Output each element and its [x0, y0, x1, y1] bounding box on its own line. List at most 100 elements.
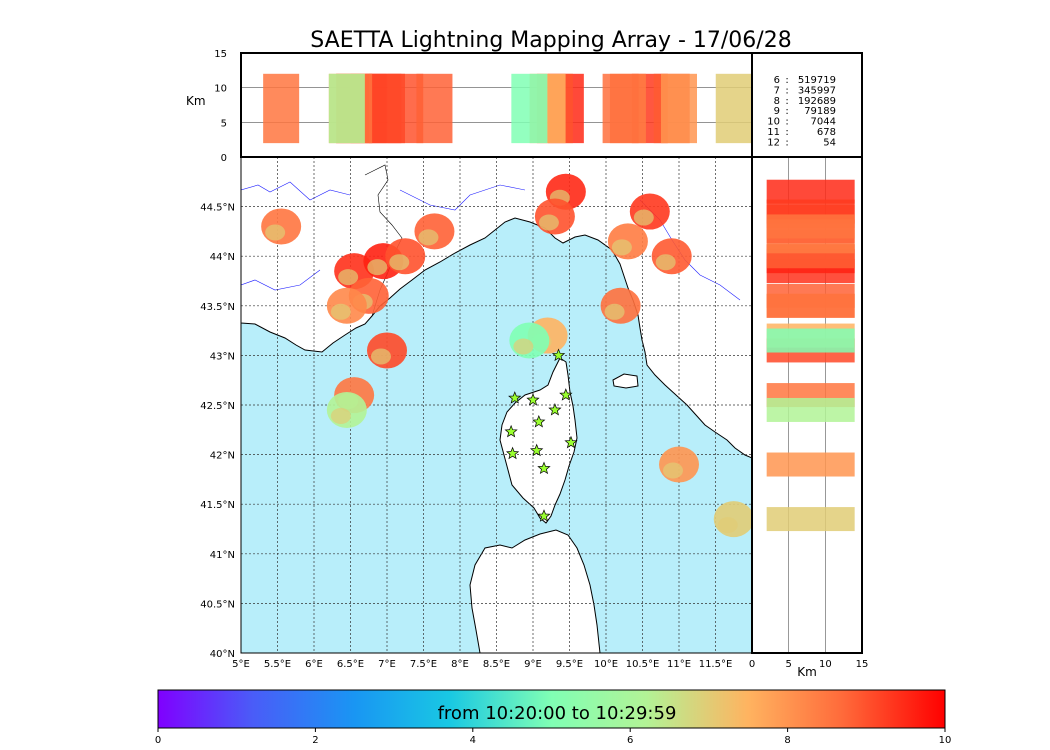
lat-tick-label: 44.5°N	[200, 203, 235, 214]
lightning-cluster-edge	[330, 407, 351, 424]
station-count-n: 9	[774, 106, 780, 117]
station-count-sep: :	[785, 106, 788, 117]
station-count-value: 519719	[798, 75, 836, 86]
lat-tick-label: 43.5°N	[200, 302, 235, 313]
lat-tick-label: 40°N	[210, 649, 235, 660]
station-star	[508, 391, 522, 404]
colorbar-ticks: 0 2 4 6 8 10	[155, 728, 952, 746]
station-count-sep: :	[785, 75, 788, 86]
station-star	[551, 348, 566, 362]
altitude-tick-label: 0	[749, 659, 755, 670]
elba-island	[612, 373, 639, 389]
station-count-n: 6	[774, 75, 780, 86]
altitude-top-column	[263, 73, 300, 144]
lightning-cluster-edge	[633, 209, 654, 226]
station-star	[529, 443, 544, 457]
altitude-top-column	[369, 73, 405, 144]
lightning-cluster-edge	[611, 239, 632, 256]
lon-tick-label: 7.5°E	[410, 659, 437, 670]
lat-tick-label: 42.5°N	[200, 401, 235, 412]
lon-tick-label: 11°E	[667, 659, 691, 670]
station-count-sep: :	[785, 127, 788, 138]
lon-tick-label: 10.5°E	[626, 659, 660, 670]
altitude-side-panel: 0 5 10 15 Km	[749, 156, 869, 679]
lightning-cluster-edge	[389, 254, 410, 271]
altitude-top-column	[416, 73, 453, 144]
station-count-value: 678	[817, 127, 836, 138]
station-count-sep: :	[785, 85, 788, 96]
station-count-panel: 6:5197197:3459978:1926899:7918910:704411…	[751, 52, 863, 158]
station-star	[526, 393, 540, 406]
lat-tick-label: 41.5°N	[200, 500, 235, 511]
station-count-n: 11	[767, 127, 780, 138]
altitude-tick-label: 5	[221, 118, 227, 129]
colorbar-tick-label: 6	[627, 735, 633, 746]
lightning-cluster-edge	[265, 224, 286, 241]
station-count-value: 345997	[798, 85, 836, 96]
lightning-cluster-edge	[513, 338, 534, 355]
lightning-sources	[261, 173, 752, 538]
map-panel: 5°E 5.5°E 6°E 6.5°E 7°E 7.5°E 8°E 8.5°E 9°E 9.5°E…	[200, 156, 753, 670]
station-count-n: 12	[767, 137, 780, 148]
colorbar-tick-label: 4	[470, 735, 476, 746]
lat-tick-label: 44°N	[210, 252, 235, 263]
lon-tick-label: 7°E	[378, 659, 396, 670]
stats-frame	[751, 52, 863, 158]
map-lon-ticks: 5°E 5.5°E 6°E 6.5°E 7°E 7.5°E 8°E 8.5°E 9°E 9.5°E…	[232, 659, 732, 670]
top-panel-ylabel: Km	[186, 94, 206, 108]
lightning-cluster-edge	[717, 517, 738, 534]
lon-tick-label: 8.5°E	[483, 659, 510, 670]
lightning-cluster-edge	[367, 259, 388, 276]
lon-tick-label: 6°E	[305, 659, 323, 670]
altitude-side-band	[766, 507, 855, 532]
station-count-sep: :	[785, 137, 788, 148]
colorbar-gradient	[157, 689, 946, 729]
altitude-side-band	[766, 397, 855, 422]
colorbar-tick-label: 10	[939, 735, 952, 746]
altitude-top-column	[328, 73, 365, 144]
lightning-cluster-edge	[604, 303, 625, 320]
station-star	[559, 388, 573, 401]
station-count-n: 7	[774, 85, 780, 96]
altitude-side-sources	[766, 179, 855, 532]
altitude-top-panel: 0 5 10 15 Km	[186, 49, 753, 164]
altitude-top-column	[602, 73, 639, 144]
station-count-value: 79189	[804, 106, 836, 117]
altitude-tick-label: 15	[856, 659, 869, 670]
altitude-tick-label: 5	[785, 659, 791, 670]
lat-tick-label: 41°N	[210, 550, 235, 561]
altitude-side-band	[766, 293, 855, 318]
altitude-tick-label: 10	[819, 659, 832, 670]
lon-tick-label: 9°E	[524, 659, 542, 670]
lon-tick-label: 8°E	[451, 659, 469, 670]
lightning-cluster-edge	[330, 303, 351, 320]
river	[399, 184, 526, 211]
station-star	[505, 446, 520, 460]
station-star	[564, 435, 578, 449]
lightning-cluster-edge	[655, 254, 676, 271]
lon-tick-label: 5°E	[232, 659, 250, 670]
station-count-sep: :	[785, 96, 788, 107]
lat-tick-label: 40.5°N	[200, 599, 235, 610]
chart-title: SAETTA Lightning Mapping Array - 17/06/2…	[310, 28, 791, 53]
colorbar: from 10:20:00 to 10:29:59 0 2 4 6 8 10	[155, 689, 952, 746]
station-count-value: 7044	[811, 117, 836, 128]
lon-tick-label: 6.5°E	[337, 659, 364, 670]
altitude-top-column	[715, 73, 752, 144]
station-star	[537, 461, 551, 475]
lat-tick-label: 43°N	[210, 351, 235, 362]
altitude-tick-label: 15	[214, 49, 227, 60]
lightning-cluster-edge	[538, 214, 559, 231]
sardinia-island	[469, 529, 601, 653]
corsica-island	[499, 357, 578, 524]
altitude-side-band	[766, 328, 855, 353]
lightning-cluster-edge	[338, 269, 359, 286]
lat-tick-label: 42°N	[210, 451, 235, 462]
station-count-n: 8	[774, 96, 780, 107]
station-count-n: 10	[767, 117, 780, 128]
altitude-tick-label: 10	[214, 84, 227, 95]
lon-tick-label: 9.5°E	[556, 659, 583, 670]
lon-tick-label: 11.5°E	[699, 659, 733, 670]
river	[241, 269, 321, 291]
